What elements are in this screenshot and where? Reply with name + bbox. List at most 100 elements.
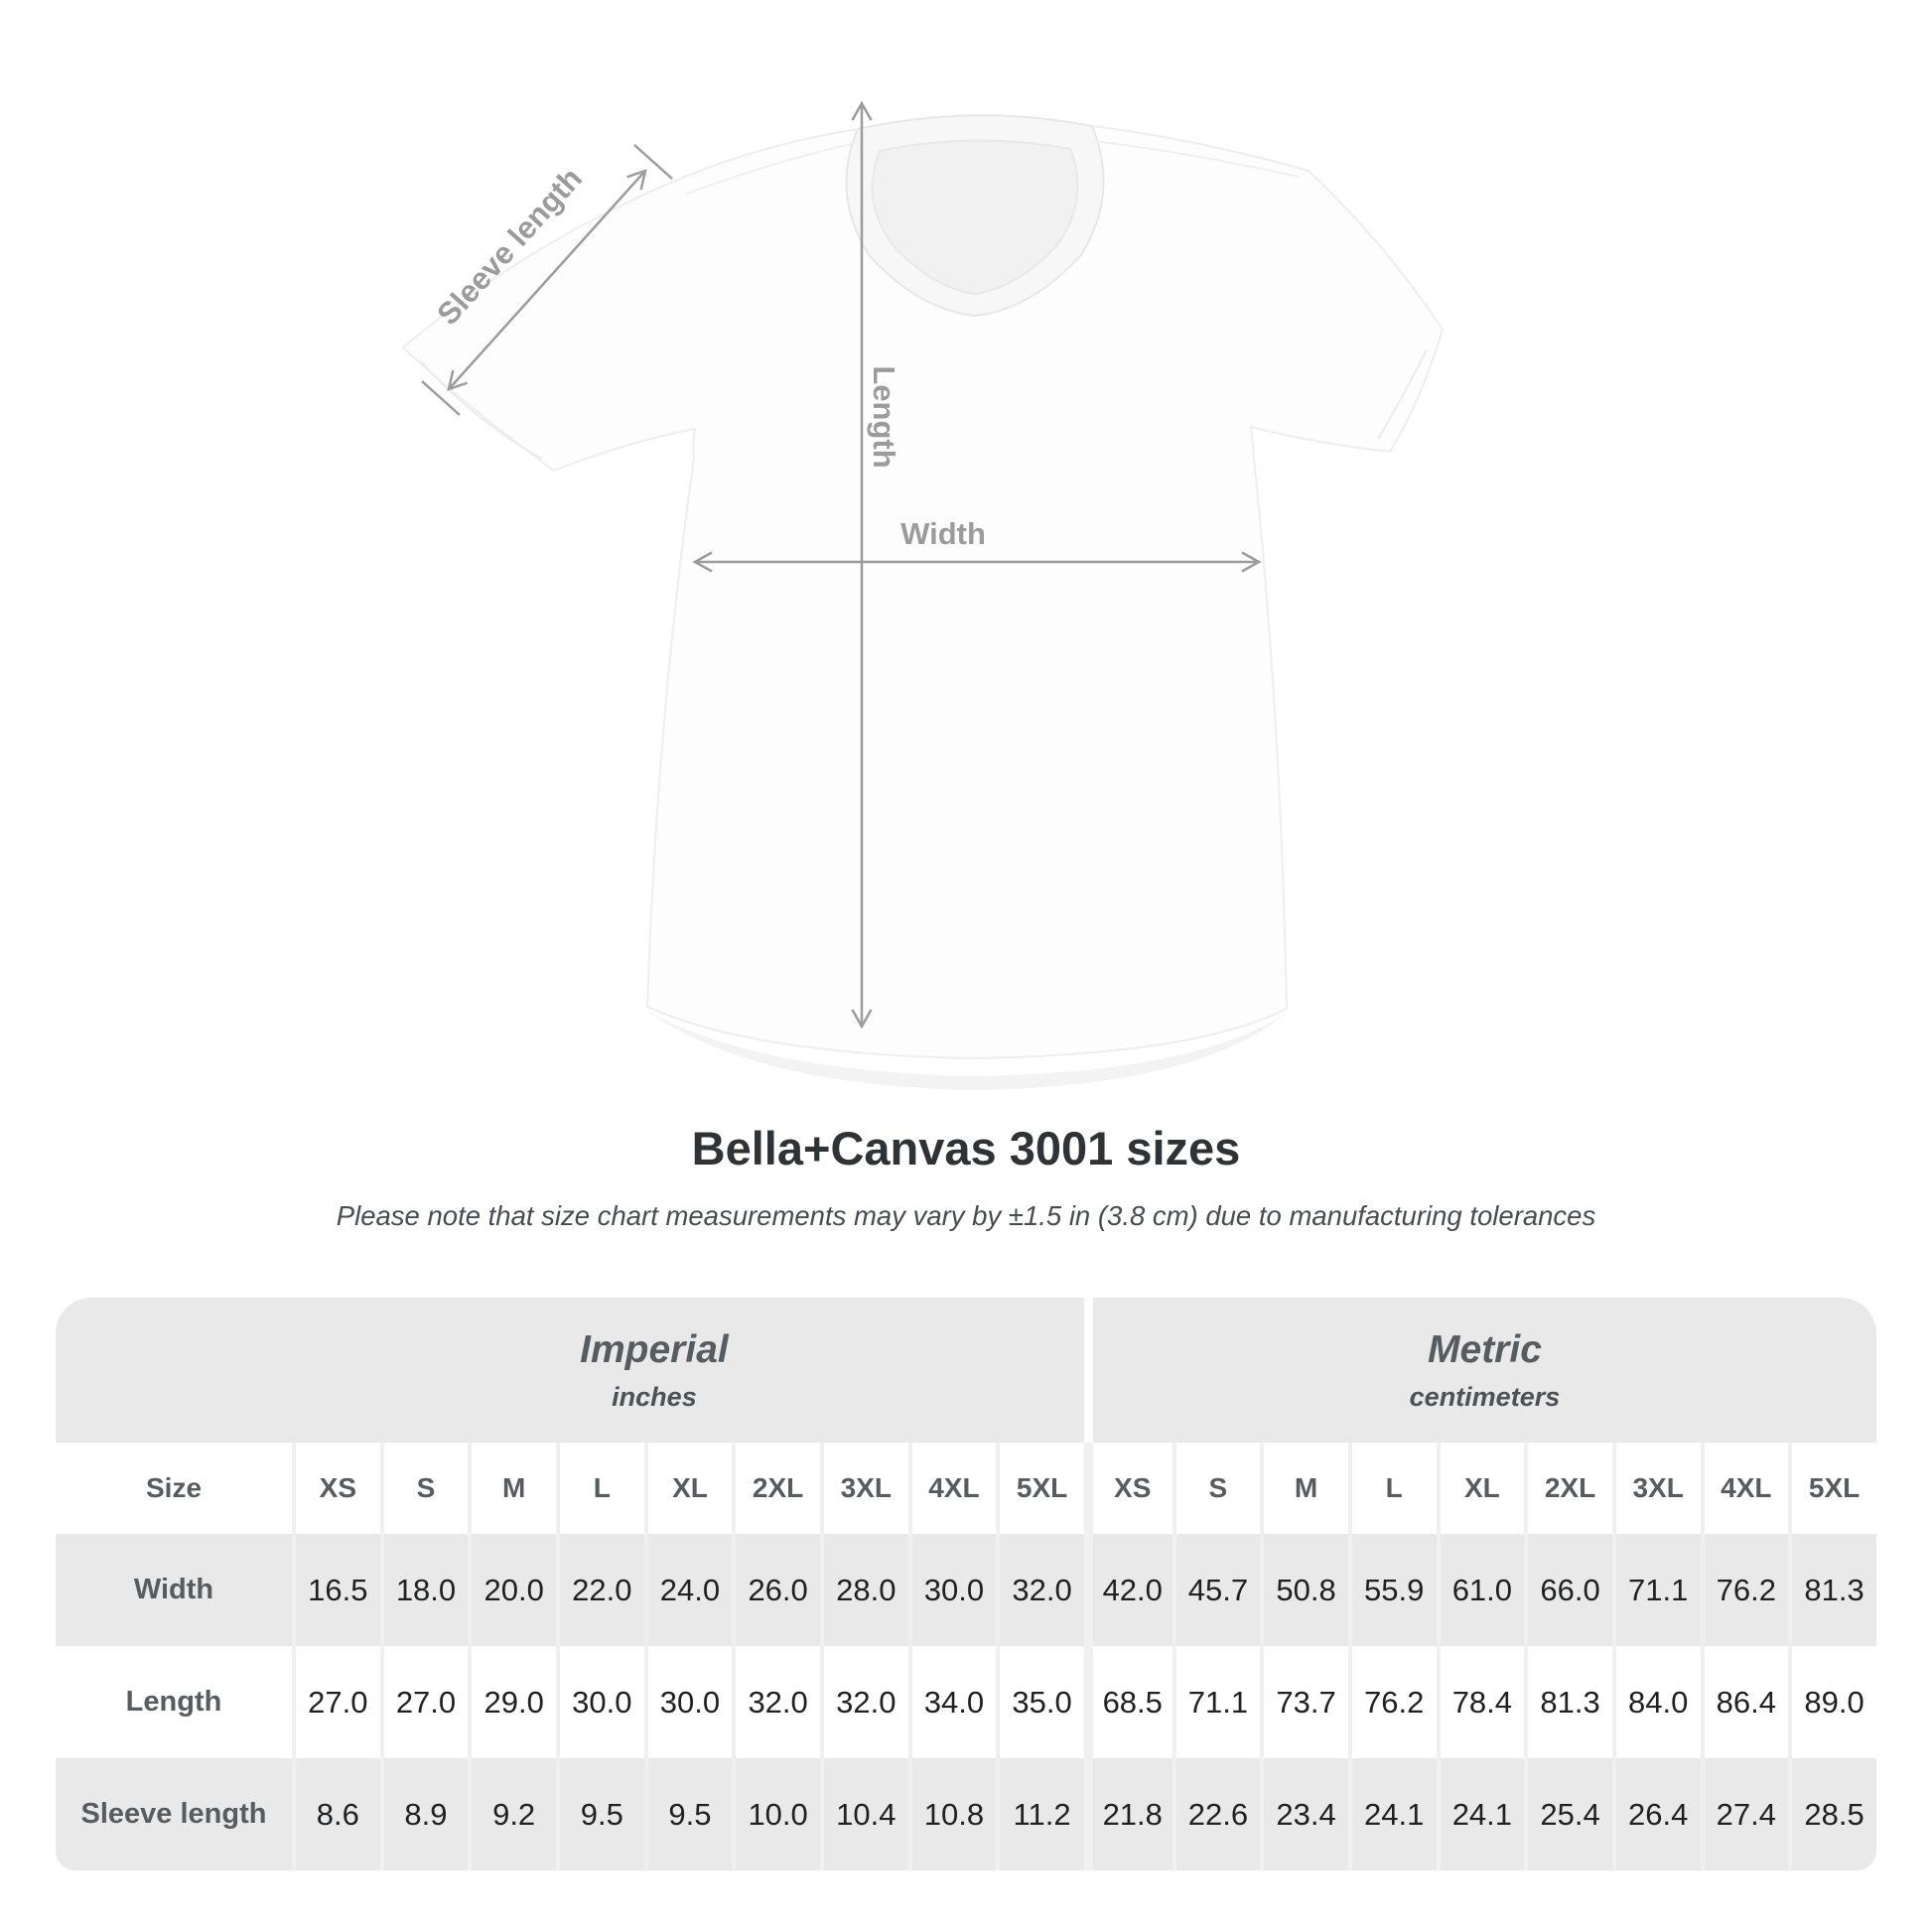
measurement-cell: 24.0 — [643, 1534, 733, 1646]
measurement-cell: 9.5 — [643, 1758, 733, 1870]
tshirt-left-cuff-seam — [420, 360, 543, 460]
measurement-cell: 11.2 — [996, 1758, 1084, 1870]
measurement-cell: 22.0 — [555, 1534, 644, 1646]
measurement-cell: 20.0 — [468, 1534, 556, 1646]
metric-heading: Metric — [1428, 1327, 1542, 1371]
table-row: Sleeve length 8.6 8.9 9.2 9.5 9.5 10.0 10.4 10.8… — [56, 1758, 1876, 1870]
tshirt-left-shoulder-seam — [684, 142, 857, 196]
unit-group-metric: Metric centimeters — [1083, 1298, 1876, 1443]
measurement-cell: 28.5 — [1788, 1758, 1876, 1870]
measurement-cell: 42.0 — [1083, 1534, 1173, 1646]
tshirt-collar-opening — [871, 139, 1079, 296]
measurement-cell: 76.2 — [1700, 1534, 1789, 1646]
measurement-cell: 34.0 — [907, 1646, 997, 1758]
sleeve-arrow-tick-top — [633, 144, 673, 180]
sleeve-arrow-tick-bottom — [421, 380, 461, 416]
tshirt-size-diagram: Sleeve length Length Width — [402, 100, 1444, 1090]
measurement-cell: 50.8 — [1260, 1534, 1348, 1646]
size-col-metric-xs: XS — [1083, 1443, 1173, 1534]
measurement-cell: 32.0 — [732, 1646, 820, 1758]
size-column-header: Size — [56, 1443, 292, 1534]
size-col-imperial-xs: XS — [292, 1443, 380, 1534]
width-label: Width — [900, 516, 986, 551]
row-label: Width — [56, 1534, 292, 1646]
tshirt-right-shoulder-seam — [1093, 140, 1300, 178]
size-col-metric-s: S — [1172, 1443, 1261, 1534]
size-col-imperial-xl: XL — [643, 1443, 733, 1534]
size-col-imperial-5xl: 5XL — [996, 1443, 1084, 1534]
measurement-cell: 68.5 — [1083, 1646, 1173, 1758]
measurement-cell: 27.0 — [379, 1646, 469, 1758]
table-row: Width 16.5 18.0 20.0 22.0 24.0 26.0 28.0 30.0 32.… — [56, 1534, 1876, 1646]
size-col-metric-m: M — [1260, 1443, 1348, 1534]
measurement-cell: 76.2 — [1347, 1646, 1437, 1758]
measurement-cell: 26.0 — [732, 1534, 820, 1646]
measurement-cell: 78.4 — [1436, 1646, 1525, 1758]
measurement-cell: 10.4 — [819, 1758, 908, 1870]
measurement-cell: 8.6 — [292, 1758, 380, 1870]
measurement-cell: 10.8 — [907, 1758, 997, 1870]
measurement-cell: 45.7 — [1172, 1534, 1261, 1646]
measurement-cell: 35.0 — [996, 1646, 1084, 1758]
row-label: Length — [56, 1646, 292, 1758]
measurement-cell: 27.0 — [292, 1646, 380, 1758]
tshirt-graphic — [402, 125, 1444, 1059]
size-col-imperial-2xl: 2XL — [732, 1443, 820, 1534]
measurement-cell: 61.0 — [1436, 1534, 1525, 1646]
measurement-cell: 24.1 — [1347, 1758, 1437, 1870]
size-col-metric-4xl: 4XL — [1700, 1443, 1789, 1534]
size-col-metric-2xl: 2XL — [1524, 1443, 1612, 1534]
measurement-cell: 23.4 — [1260, 1758, 1348, 1870]
measurement-cell: 71.1 — [1172, 1646, 1261, 1758]
measurement-cell: 71.1 — [1611, 1534, 1701, 1646]
measurement-cell: 25.4 — [1524, 1758, 1612, 1870]
unit-group-row: Imperial inches Metric centimeters — [56, 1298, 1876, 1443]
measurement-cell: 16.5 — [292, 1534, 380, 1646]
measurement-cell: 22.6 — [1172, 1758, 1261, 1870]
size-chart: Imperial inches Metric centimeters Size … — [56, 1298, 1876, 1870]
length-label: Length — [867, 365, 901, 468]
measurement-cell: 32.0 — [996, 1534, 1084, 1646]
measurement-cell: 30.0 — [555, 1646, 644, 1758]
measurement-cell: 55.9 — [1347, 1534, 1437, 1646]
measurement-cell: 81.3 — [1788, 1534, 1876, 1646]
measurement-cell: 18.0 — [379, 1534, 469, 1646]
measurement-cell: 66.0 — [1524, 1534, 1612, 1646]
measurement-cell: 81.3 — [1524, 1646, 1612, 1758]
size-col-imperial-l: L — [555, 1443, 644, 1534]
size-col-metric-5xl: 5XL — [1788, 1443, 1876, 1534]
measurement-cell: 9.2 — [468, 1758, 556, 1870]
tshirt-back-hem — [643, 1009, 1289, 1090]
size-col-metric-xl: XL — [1436, 1443, 1525, 1534]
measurement-cell: 86.4 — [1700, 1646, 1789, 1758]
size-col-imperial-4xl: 4XL — [907, 1443, 997, 1534]
sleeve-length-arrow — [447, 169, 647, 391]
table-row: Length 27.0 27.0 29.0 30.0 30.0 32.0 32.0 34.0 35… — [56, 1646, 1876, 1758]
measurement-cell: 21.8 — [1083, 1758, 1173, 1870]
unit-group-imperial: Imperial inches — [56, 1298, 1084, 1443]
measurement-cell: 30.0 — [643, 1646, 733, 1758]
measurement-cell: 30.0 — [907, 1534, 997, 1646]
size-header-row: Size XS S M L XL 2XL 3XL 4XL 5XL XS S M L XL 2XL 3XL 4XL… — [56, 1443, 1876, 1534]
page-title: Bella+Canvas 3001 sizes — [691, 1122, 1241, 1174]
measurement-cell: 8.9 — [379, 1758, 469, 1870]
measurement-cell: 27.4 — [1700, 1758, 1789, 1870]
row-label: Sleeve length — [56, 1758, 292, 1870]
size-chart-table: Imperial inches Metric centimeters Size … — [56, 1298, 1876, 1870]
measurement-cell: 10.0 — [732, 1758, 820, 1870]
measurement-cell: 73.7 — [1260, 1646, 1348, 1758]
size-col-imperial-3xl: 3XL — [819, 1443, 908, 1534]
measurement-cell: 84.0 — [1611, 1646, 1701, 1758]
measurement-cell: 28.0 — [819, 1534, 908, 1646]
tshirt-right-cuff-seam — [1377, 348, 1428, 440]
measurement-cell: 9.5 — [555, 1758, 644, 1870]
imperial-unit: inches — [612, 1381, 697, 1412]
size-col-imperial-s: S — [379, 1443, 469, 1534]
size-col-metric-3xl: 3XL — [1611, 1443, 1701, 1534]
measurement-cell: 26.4 — [1611, 1758, 1701, 1870]
size-col-imperial-m: M — [468, 1443, 556, 1534]
measurement-cell: 32.0 — [819, 1646, 908, 1758]
table-body: Width 16.5 18.0 20.0 22.0 24.0 26.0 28.0 30.0 32.… — [56, 1534, 1876, 1870]
measurement-cell: 24.1 — [1436, 1758, 1525, 1870]
size-col-metric-l: L — [1347, 1443, 1437, 1534]
